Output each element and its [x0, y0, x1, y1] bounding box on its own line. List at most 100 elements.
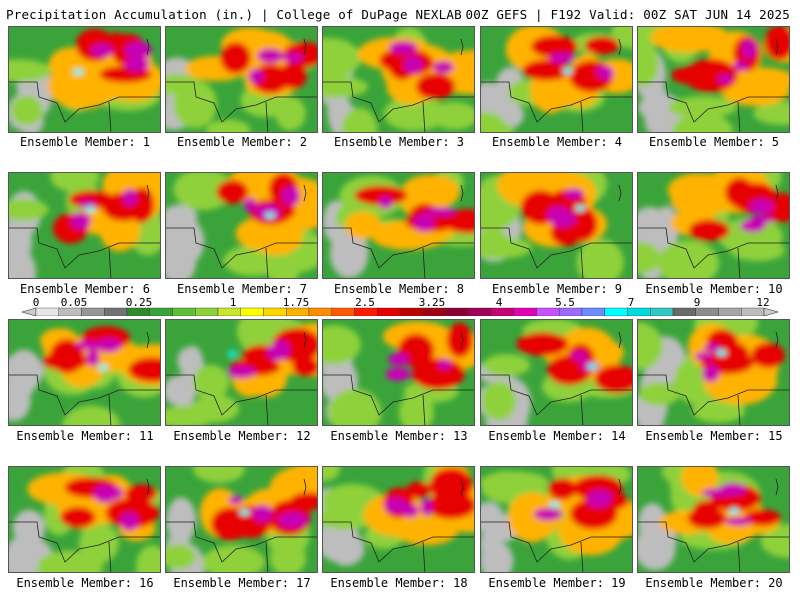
precip-map: [166, 467, 317, 572]
colorbar-swatch: [149, 307, 173, 316]
ensemble-map-panel: [480, 172, 633, 279]
ensemble-map-panel: [637, 319, 790, 426]
ensemble-map-panel: [322, 172, 475, 279]
ensemble-map-panel: [480, 319, 633, 426]
ensemble-member-label: Ensemble Member: 11: [16, 429, 154, 443]
colorbar-tick-label: 5.5: [555, 296, 575, 309]
precip-map: [481, 27, 632, 132]
colorbar-tick-label: 12: [756, 296, 769, 309]
ensemble-member-label: Ensemble Member: 15: [645, 429, 783, 443]
colorbar-swatch: [604, 307, 628, 316]
ensemble-map-panel: [165, 319, 318, 426]
colorbar-swatch: [354, 307, 378, 316]
colorbar-swatch: [581, 307, 605, 316]
ensemble-member-label: Ensemble Member: 19: [488, 576, 626, 590]
colorbar-swatch: [468, 307, 492, 316]
precip-map: [638, 173, 789, 278]
precip-map: [638, 320, 789, 425]
ensemble-map-panel: [637, 466, 790, 573]
colorbar-swatch: [513, 307, 537, 316]
colorbar-swatch: [650, 307, 674, 316]
ensemble-map-panel: [480, 466, 633, 573]
colorbar-tick-label: 0.25: [126, 296, 153, 309]
colorbar-swatch: [695, 307, 719, 316]
precip-map: [9, 173, 160, 278]
precip-map: [323, 467, 474, 572]
precip-map: [166, 320, 317, 425]
ensemble-map-panel: [8, 172, 161, 279]
colorbar-swatch: [331, 307, 355, 316]
colorbar-swatch: [81, 307, 105, 316]
colorbar-swatch: [195, 307, 219, 316]
colorbar-swatch: [422, 307, 446, 316]
ensemble-map-panel: [322, 319, 475, 426]
colorbar-swatch: [308, 307, 332, 316]
ensemble-map-panel: [637, 26, 790, 133]
colorbar-swatch: [399, 307, 423, 316]
ensemble-member-label: Ensemble Member: 7: [176, 282, 308, 296]
precip-map: [9, 320, 160, 425]
precip-map: [323, 27, 474, 132]
ensemble-map-panel: [165, 466, 318, 573]
colorbar-swatch: [490, 307, 514, 316]
ensemble-member-label: Ensemble Member: 1: [19, 135, 151, 149]
precip-map: [481, 320, 632, 425]
colorbar-swatch: [263, 307, 287, 316]
colorbar-swatch: [741, 307, 765, 316]
ensemble-map-panel: [8, 466, 161, 573]
ensemble-member-label: Ensemble Member: 17: [173, 576, 311, 590]
ensemble-member-label: Ensemble Member: 9: [491, 282, 623, 296]
colorbar-tick-label: 7: [628, 296, 635, 309]
ensemble-member-label: Ensemble Member: 3: [333, 135, 465, 149]
ensemble-member-label: Ensemble Member: 18: [330, 576, 468, 590]
ensemble-member-label: Ensemble Member: 14: [488, 429, 626, 443]
precip-map: [481, 173, 632, 278]
colorbar-tick-label: 1.75: [283, 296, 310, 309]
ensemble-map-panel: [165, 26, 318, 133]
ensemble-map-panel: [480, 26, 633, 133]
ensemble-map-panel: [8, 319, 161, 426]
ensemble-member-label: Ensemble Member: 12: [173, 429, 311, 443]
precip-color-scale: 0 0.05 0.25 1 1.75 2.5 3.25 4 5.5 7 9 12: [20, 296, 780, 316]
ensemble-member-label: Ensemble Member: 13: [330, 429, 468, 443]
valid-time: 00Z GEFS | F192 Valid: 00Z SAT JUN 14 20…: [465, 7, 790, 22]
ensemble-member-label: Ensemble Member: 8: [333, 282, 465, 296]
precip-map: [323, 173, 474, 278]
ensemble-member-label: Ensemble Member: 2: [176, 135, 308, 149]
colorbar-swatch: [126, 307, 150, 316]
precip-map: [166, 27, 317, 132]
colorbar-swatch: [240, 307, 264, 316]
colorbar-swatch: [172, 307, 196, 316]
precip-map: [638, 467, 789, 572]
ensemble-member-label: Ensemble Member: 16: [16, 576, 154, 590]
ensemble-map-panel: [8, 26, 161, 133]
precip-map: [481, 467, 632, 572]
ensemble-member-label: Ensemble Member: 6: [19, 282, 151, 296]
colorbar-swatch: [58, 307, 82, 316]
ensemble-map-panel: [322, 466, 475, 573]
colorbar-tick-label: 0: [33, 296, 40, 309]
ensemble-member-label: Ensemble Member: 20: [645, 576, 783, 590]
colorbar-swatch: [672, 307, 696, 316]
colorbar-right-arrow: [763, 307, 780, 316]
colorbar-swatch: [286, 307, 310, 316]
precip-map: [638, 27, 789, 132]
ensemble-map-panel: [637, 172, 790, 279]
colorbar-swatch: [559, 307, 583, 316]
ensemble-member-label: Ensemble Member: 4: [491, 135, 623, 149]
colorbar-tick-label: 2.5: [355, 296, 375, 309]
ensemble-map-panel: [322, 26, 475, 133]
colorbar-swatch: [627, 307, 651, 316]
ensemble-member-label: Ensemble Member: 5: [648, 135, 780, 149]
map-title: Precipitation Accumulation (in.) | Colle…: [6, 7, 462, 22]
precip-map: [166, 173, 317, 278]
precip-map: [9, 467, 160, 572]
colorbar-swatch: [445, 307, 469, 316]
precip-map: [323, 320, 474, 425]
colorbar-swatch: [718, 307, 742, 316]
colorbar-swatch: [536, 307, 560, 316]
precip-map: [9, 27, 160, 132]
colorbar-tick-label: 9: [694, 296, 701, 309]
colorbar-left-arrow: [20, 307, 37, 316]
colorbar-swatch: [377, 307, 401, 316]
